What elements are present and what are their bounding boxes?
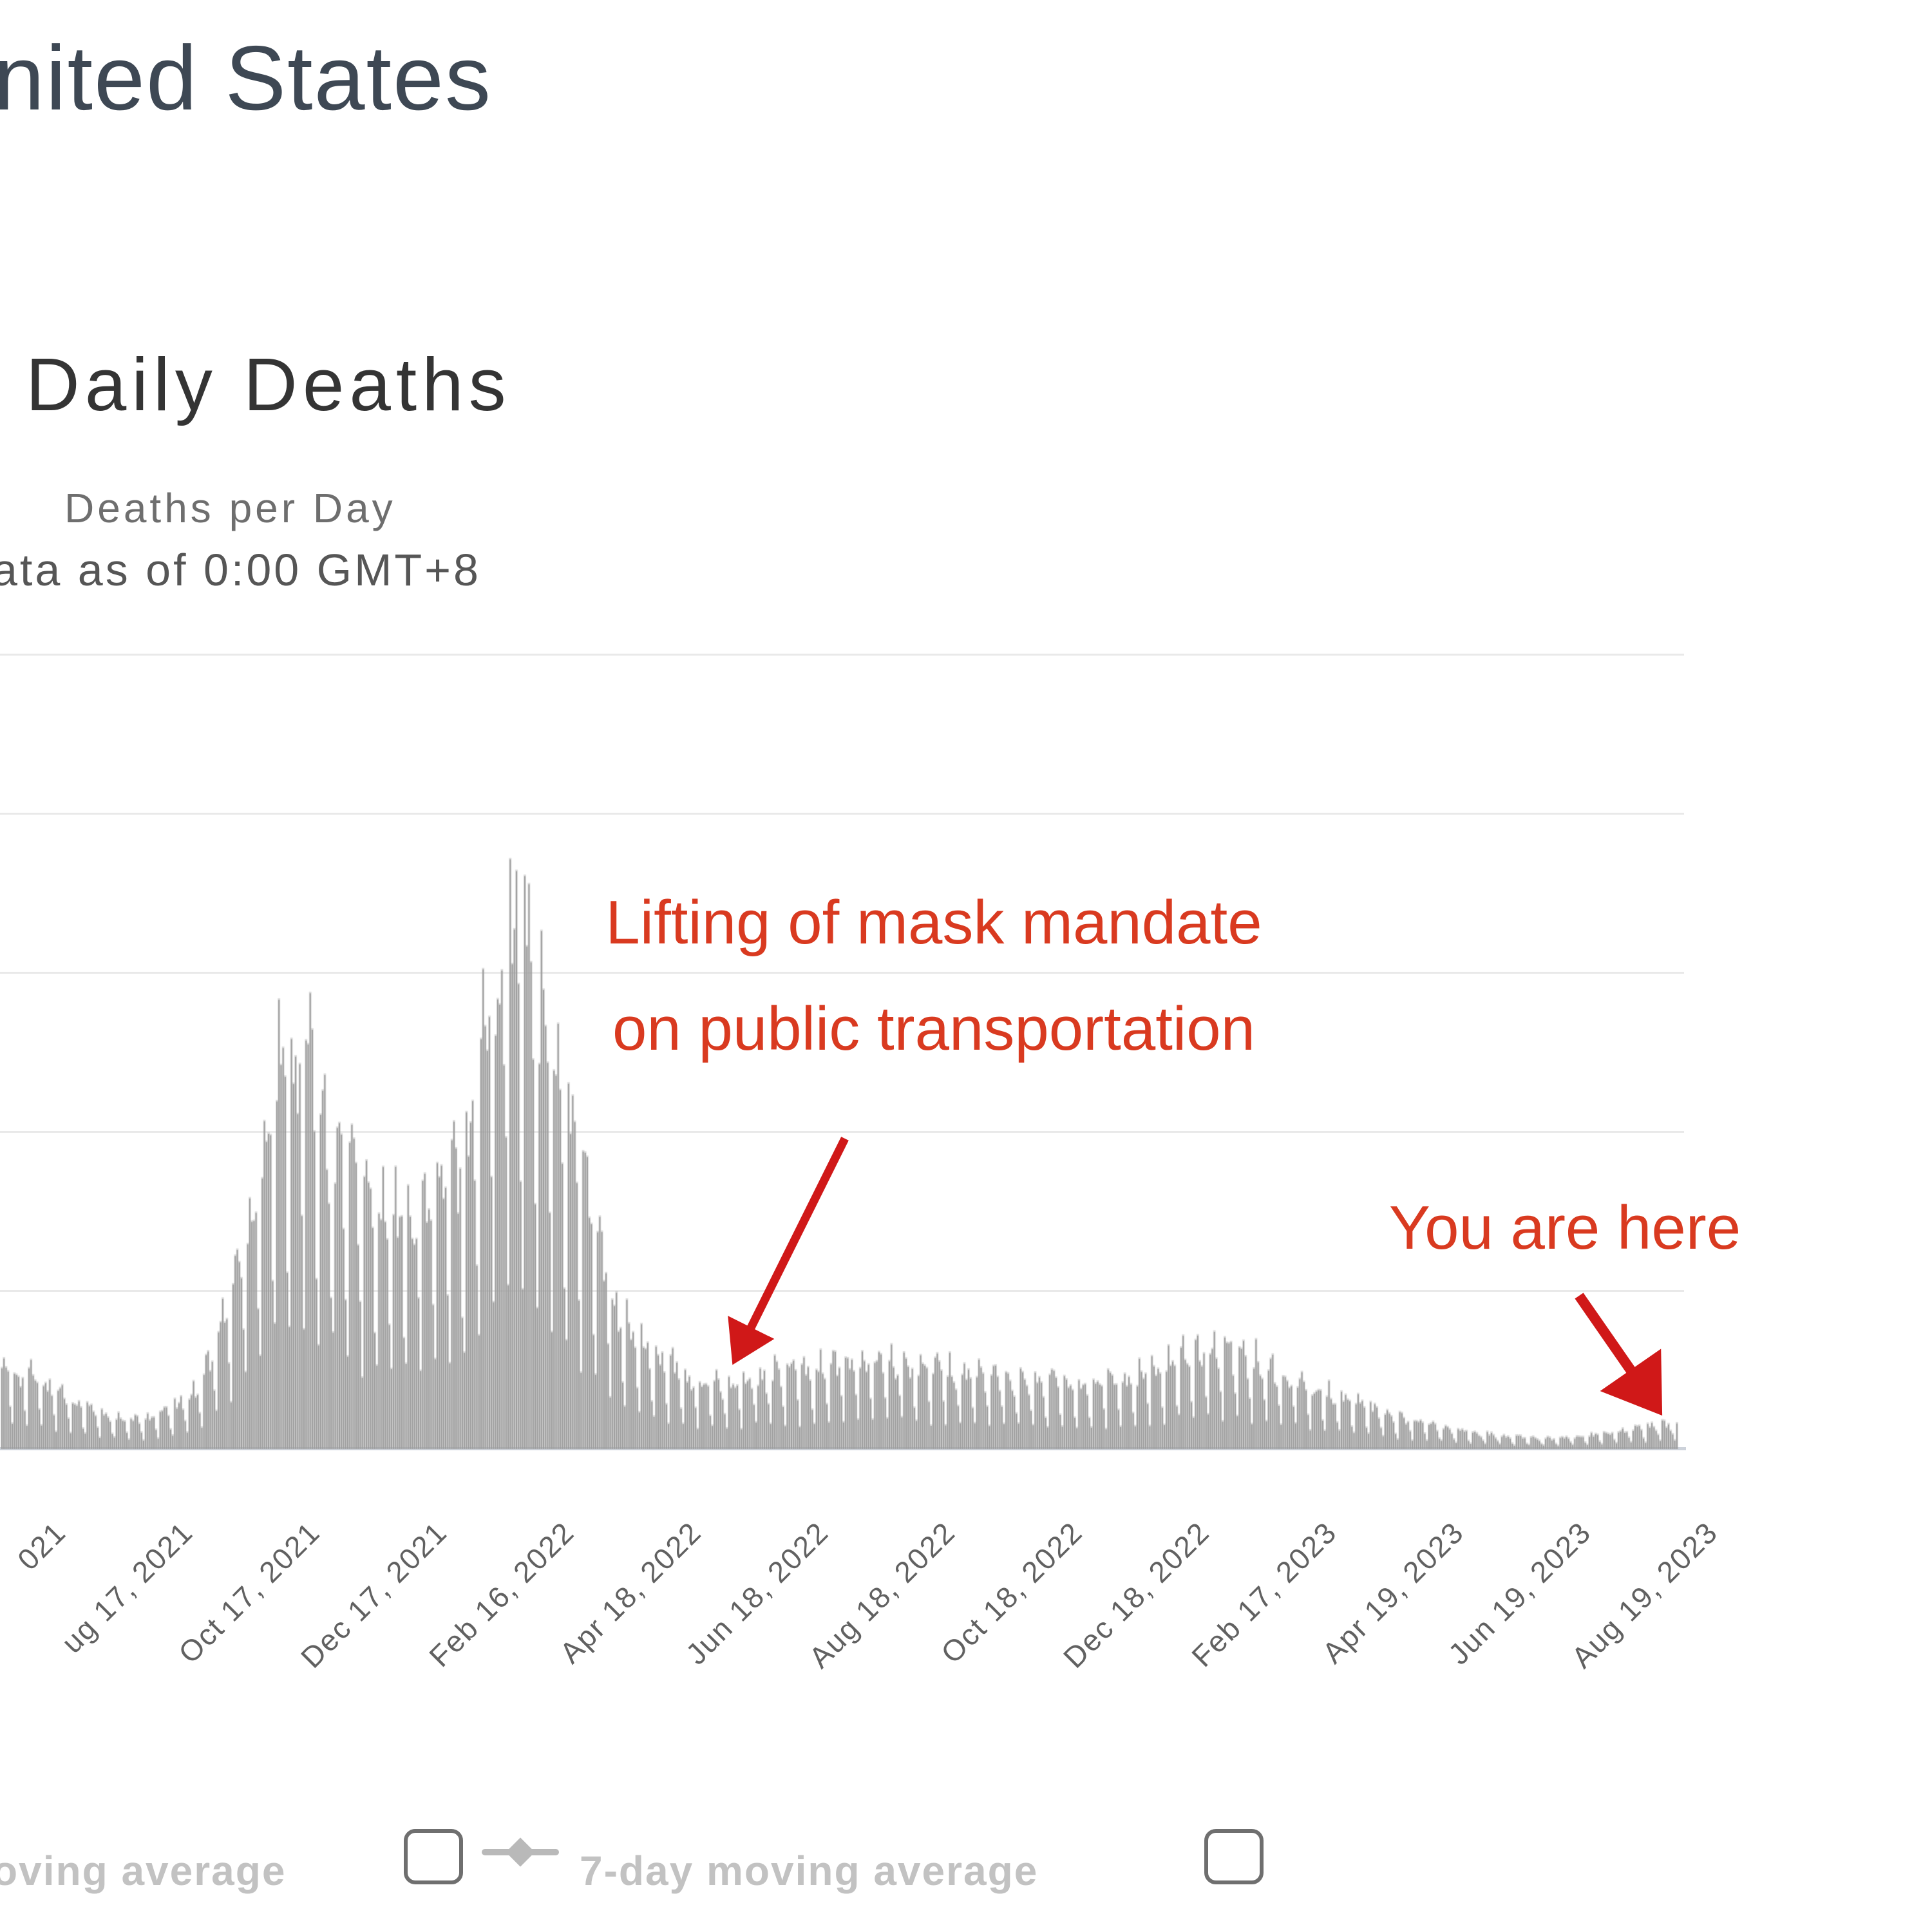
legend-checkbox-7day-moving-average[interactable] (1204, 1829, 1264, 1884)
daily-deaths-bars (0, 618, 1687, 1452)
page-title: nited States (0, 27, 492, 129)
annotation-you-are-here: You are here (1388, 1193, 1741, 1262)
legend-checkbox-moving-average[interactable] (404, 1829, 463, 1884)
legend-item-7day-moving-average-label[interactable]: 7-day moving average (580, 1848, 1039, 1894)
legend-item-moving-average-label[interactable]: oving average (0, 1848, 287, 1894)
annotation-mask-mandate-line2: on public transportation (612, 994, 1255, 1063)
arrow-icon-you-are-here (1575, 1293, 1663, 1416)
annotation-mask-mandate-line1: Lifting of mask mandate (605, 888, 1262, 957)
chart-subtitle-deaths-per-day: Deaths per Day (64, 485, 396, 531)
chart-title: Daily Deaths (26, 343, 511, 426)
arrow-icon-mask-mandate (728, 1137, 849, 1365)
chart-subtitle-data-asof: ata as of 0:00 GMT+8 (0, 545, 481, 595)
line-diamond-marker-icon (482, 1829, 559, 1874)
